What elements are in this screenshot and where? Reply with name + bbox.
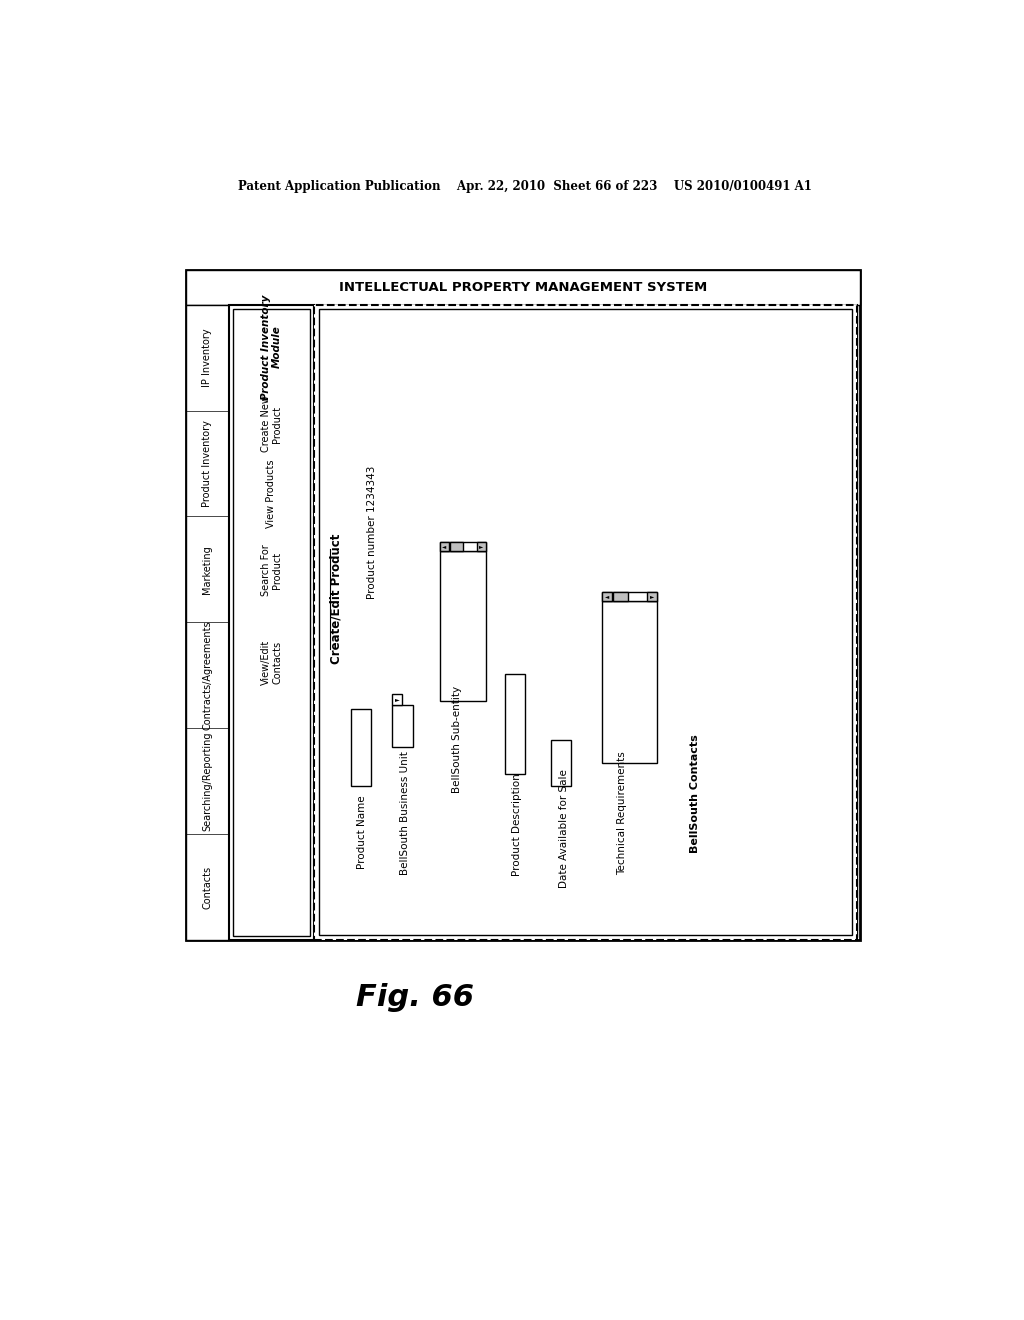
Bar <box>351 709 371 785</box>
Text: Technical Requirements: Technical Requirements <box>617 751 628 875</box>
Text: Product Description: Product Description <box>512 774 522 876</box>
Text: Searching/Reporting: Searching/Reporting <box>203 731 212 830</box>
Text: Product Name: Product Name <box>357 796 367 869</box>
Bar <box>232 309 310 936</box>
Bar <box>318 309 852 936</box>
Text: Fig. 66: Fig. 66 <box>355 983 474 1012</box>
Bar <box>439 552 486 701</box>
Text: BellSouth Sub-entity: BellSouth Sub-entity <box>453 686 463 793</box>
Bar <box>439 543 486 552</box>
Text: Search For
Product: Search For Product <box>260 544 283 597</box>
Bar <box>314 305 856 940</box>
Text: IP Inventory: IP Inventory <box>203 329 212 387</box>
Bar <box>391 705 414 747</box>
Bar <box>439 543 449 552</box>
Text: Patent Application Publication    Apr. 22, 2010  Sheet 66 of 223    US 2010/0100: Patent Application Publication Apr. 22, … <box>238 181 812 194</box>
Text: Product Inventory: Product Inventory <box>203 420 212 507</box>
Bar <box>602 591 611 601</box>
Text: Product number 1234343: Product number 1234343 <box>368 465 377 598</box>
Text: ►: ► <box>479 544 483 549</box>
Text: Contacts: Contacts <box>203 866 212 908</box>
Bar <box>186 271 860 305</box>
Bar <box>391 694 402 705</box>
Bar <box>189 273 857 937</box>
Text: ◄: ◄ <box>605 594 609 599</box>
Text: BellSouth Business Unit: BellSouth Business Unit <box>400 751 411 875</box>
Text: Date Available for Sale: Date Available for Sale <box>558 768 568 888</box>
Text: ◄: ◄ <box>442 544 446 549</box>
Text: Marketing: Marketing <box>203 545 212 594</box>
Text: View Products: View Products <box>266 459 276 528</box>
Bar <box>647 591 656 601</box>
Text: ►: ► <box>394 697 399 702</box>
Text: Create/Edit Product: Create/Edit Product <box>329 535 342 664</box>
Text: Contracts/Agreements: Contracts/Agreements <box>203 620 212 730</box>
Bar <box>228 305 314 940</box>
Bar <box>602 591 656 601</box>
Bar <box>477 543 486 552</box>
Bar <box>602 601 656 763</box>
Text: BellSouth Contacts: BellSouth Contacts <box>690 734 700 853</box>
Text: View/Edit
Contacts: View/Edit Contacts <box>260 640 283 685</box>
Text: Create New
Product: Create New Product <box>260 396 283 453</box>
Bar <box>551 739 571 785</box>
Bar <box>186 271 860 940</box>
Bar <box>505 675 525 775</box>
Text: ►: ► <box>650 594 654 599</box>
Bar <box>186 305 228 940</box>
Bar <box>613 591 629 601</box>
Text: Product Inventory
Module: Product Inventory Module <box>260 294 283 400</box>
Text: INTELLECTUAL PROPERTY MANAGEMENT SYSTEM: INTELLECTUAL PROPERTY MANAGEMENT SYSTEM <box>339 281 708 294</box>
Bar <box>451 543 464 552</box>
